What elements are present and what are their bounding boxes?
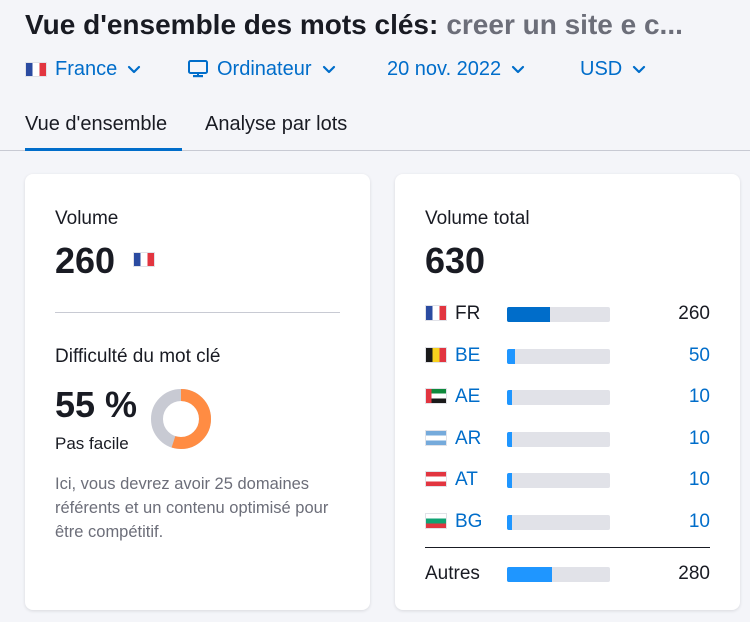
volume-card: Volume 260 Difficulté du mot clé 55 % Pa… [25,174,370,610]
tab-overview[interactable]: Vue d'ensemble [25,113,182,151]
chevron-down-icon [322,65,335,74]
total-volume-label: Volume total [425,208,530,229]
country-row[interactable]: AE 10 [425,384,710,412]
page-header: Vue d'ensemble des mots clés: creer un si… [0,0,750,151]
country-filter[interactable]: France [25,54,141,84]
volume-value: 260 [55,240,116,281]
country-volume-bar-fill [507,431,513,447]
page-title-text: Vue d'ensemble des mots clés: [25,9,439,40]
others-value: 280 [678,563,710,584]
country-code[interactable]: BE [455,344,481,366]
difficulty-donut [151,389,211,449]
country-volume-bar [507,307,610,322]
filter-bar: France Ordinateur 20 nov. 2022 USD [0,54,750,84]
country-volume-value[interactable]: 10 [688,427,710,449]
france-flag-icon [133,252,155,267]
currency-filter-label: USD [580,57,623,80]
country-volume-bar [507,515,610,530]
country-volume-value[interactable]: 10 [688,511,710,532]
country-volume-bar [507,473,610,489]
date-filter-label: 20 nov. 2022 [387,57,502,80]
volume-label: Volume [55,208,119,229]
country-row: FR 260 [425,301,710,329]
country-volume-value[interactable]: 10 [688,469,710,491]
france-flag-icon [25,61,47,77]
chevron-down-icon [128,65,141,74]
country-code[interactable]: AR [455,427,482,449]
ae-flag-icon [425,388,447,405]
country-code: FR [455,303,481,324]
country-row[interactable]: AR 10 [425,426,710,454]
country-volume-value[interactable]: 10 [688,386,710,408]
country-code[interactable]: AE [455,386,481,408]
chevron-down-icon [512,65,525,74]
others-bar-fill [507,567,553,582]
others-bar [507,567,610,582]
tab-bulk-analysis[interactable]: Analyse par lots [205,113,348,135]
country-volume-bar [507,348,610,364]
date-filter[interactable]: 20 nov. 2022 [387,54,525,84]
ar-flag-icon [425,429,447,446]
country-volume-bar-fill [507,515,513,530]
fr-flag-icon [425,305,447,321]
divider [55,312,340,313]
currency-filter[interactable]: USD [580,54,646,84]
donut-fill [151,389,211,449]
bg-flag-icon [425,513,447,529]
difficulty-description: Ici, vous devrez avoir 25 domaines référ… [55,475,329,541]
difficulty-label: Difficulté du mot clé [55,346,221,367]
country-code[interactable]: AT [455,469,478,491]
at-flag-icon [425,471,447,488]
country-row[interactable]: BG 10 [425,509,710,537]
country-row[interactable]: BE 50 [425,343,710,371]
total-volume-card: Volume total 630 FR 260 BE 50 AE 10 AR 10 AT 10 BG… [395,174,740,610]
difficulty-text: Pas facile [55,434,129,453]
country-volume-bar [507,431,610,447]
divider [425,547,710,548]
country-code[interactable]: BG [455,511,483,532]
device-filter-label: Ordinateur [217,57,312,80]
country-volume-bar-fill [507,348,516,364]
keyword-title: creer un site e c... [446,9,683,40]
country-volume-bar-fill [507,390,513,406]
total-volume-value: 630 [425,240,486,281]
country-volume-value: 260 [678,303,710,324]
country-volume-value[interactable]: 50 [688,344,710,366]
country-filter-label: France [55,57,118,80]
others-label: Autres [425,563,480,584]
others-row: Autres 280 [425,561,710,589]
country-volume-bar-fill [507,473,513,489]
country-volume-bar [507,390,610,406]
country-volume-bar-fill [507,307,551,322]
be-flag-icon [425,346,447,363]
page-title: Vue d'ensemble des mots clés: creer un si… [25,8,745,42]
device-filter[interactable]: Ordinateur [187,54,336,84]
difficulty-value: 55 % [55,384,138,425]
desktop-icon [188,60,208,78]
country-row[interactable]: AT 10 [425,467,710,495]
chevron-down-icon [633,65,646,74]
